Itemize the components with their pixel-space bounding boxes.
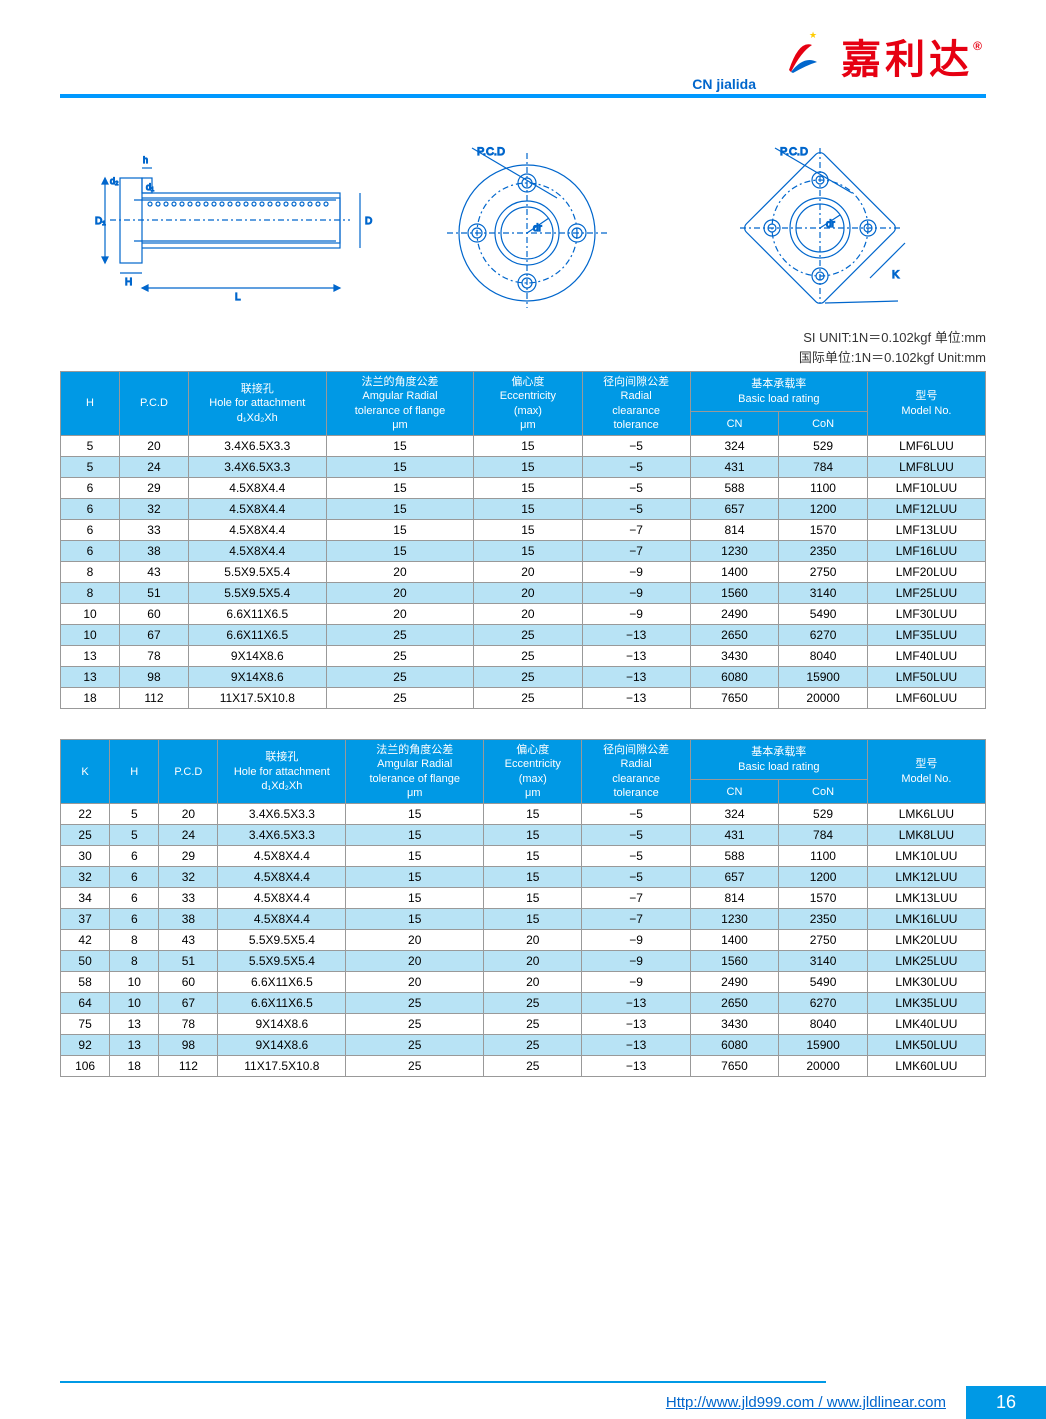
tech-diagrams: D₁ D h d₂ d₁ H L xyxy=(60,138,986,318)
spec-table-lmf: H P.C.D 联接孔Hole for attachmentd₁Xd₂Xh 法兰… xyxy=(60,371,986,709)
brand-chars: 嘉利达 xyxy=(841,38,973,82)
table-row: 6334.5X8X4.41515−78141570LMF13LUU xyxy=(61,520,986,541)
table-row: 6410676.6X11X6.52525−1326506270LMK35LUU xyxy=(61,993,986,1014)
unit-note: SI UNIT:1N＝0.102kgf 单位:mm 国际单位:1N＝0.102k… xyxy=(60,328,986,367)
table-row: 1061811211X17.5X10.82525−13765020000LMK6… xyxy=(61,1056,986,1077)
diagram-round-flange: P.C.D dr xyxy=(380,143,673,313)
svg-text:P.C.D: P.C.D xyxy=(477,146,505,158)
table-row: 6324.5X8X4.41515−56571200LMF12LUU xyxy=(61,499,986,520)
reg-mark: ® xyxy=(973,39,986,53)
logo-icon: ★ xyxy=(779,30,829,80)
table-row: 5203.4X6.5X3.31515−5324529LMF6LUU xyxy=(61,436,986,457)
table-row: 7513789X14X8.62525−1334308040LMK40LUU xyxy=(61,1014,986,1035)
table-row: 5243.4X6.5X3.31515−5431784LMF8LUU xyxy=(61,457,986,478)
svg-text:d₁: d₁ xyxy=(146,182,154,192)
table-row: 376384.5X8X4.41515−712302350LMK16LUU xyxy=(61,909,986,930)
svg-text:H: H xyxy=(125,277,132,288)
svg-text:dr: dr xyxy=(826,219,836,230)
svg-text:dr: dr xyxy=(533,223,543,234)
svg-text:★: ★ xyxy=(809,30,817,40)
svg-text:h: h xyxy=(143,155,148,165)
table-row: 8515.5X9.5X5.42020−915603140LMF25LUU xyxy=(61,583,986,604)
table-row: 326324.5X8X4.41515−56571200LMK12LUU xyxy=(61,867,986,888)
footer-url[interactable]: Http://www.jld999.com / www.jldlinear.co… xyxy=(666,1394,946,1411)
page-footer: Http://www.jld999.com / www.jldlinear.co… xyxy=(0,1386,1046,1419)
table-row: 508515.5X9.5X5.42020−915603140LMK25LUU xyxy=(61,951,986,972)
table-row: 6384.5X8X4.41515−712302350LMF16LUU xyxy=(61,541,986,562)
table-row: 10676.6X11X6.52525−1326506270LMF35LUU xyxy=(61,625,986,646)
brand-sub: CN jialida xyxy=(692,76,756,92)
svg-text:D: D xyxy=(365,216,372,227)
spec-table-lmk: K H P.C.D 联接孔Hole for attachmentd₁Xd₂Xh … xyxy=(60,739,986,1077)
t2-body: 225203.4X6.5X3.31515−5324529LMK6LUU25524… xyxy=(61,804,986,1077)
svg-text:K: K xyxy=(892,269,900,281)
svg-text:P.C.D: P.C.D xyxy=(780,146,808,158)
table-row: 13789X14X8.62525−1334308040LMF40LUU xyxy=(61,646,986,667)
table-row: 9213989X14X8.62525−13608015900LMK50LUU xyxy=(61,1035,986,1056)
t1-head: H P.C.D 联接孔Hole for attachmentd₁Xd₂Xh 法兰… xyxy=(61,372,986,436)
table-row: 5810606.6X11X6.52020−924905490LMK30LUU xyxy=(61,972,986,993)
svg-text:D₁: D₁ xyxy=(95,216,106,227)
table-row: 13989X14X8.62525−13608015900LMF50LUU xyxy=(61,667,986,688)
header-rule xyxy=(60,94,986,98)
diagram-square-flange: P.C.D dr K xyxy=(673,143,966,313)
table-row: 8435.5X9.5X5.42020−914002750LMF20LUU xyxy=(61,562,986,583)
t2-head: K H P.C.D 联接孔Hole for attachmentd₁Xd₂Xh … xyxy=(61,740,986,804)
diagram-side-view: D₁ D h d₂ d₁ H L xyxy=(80,148,380,308)
table-row: 1811211X17.5X10.82525−13765020000LMF60LU… xyxy=(61,688,986,709)
page-number: 16 xyxy=(966,1386,1046,1419)
table-row: 10606.6X11X6.52020−924905490LMF30LUU xyxy=(61,604,986,625)
table-row: 428435.5X9.5X5.42020−914002750LMK20LUU xyxy=(61,930,986,951)
svg-text:d₂: d₂ xyxy=(110,176,119,186)
table-row: 346334.5X8X4.41515−78141570LMK13LUU xyxy=(61,888,986,909)
footer-rule xyxy=(60,1381,826,1383)
brand-header: ★ 嘉利达® xyxy=(60,30,986,80)
table-row: 225203.4X6.5X3.31515−5324529LMK6LUU xyxy=(61,804,986,825)
t1-body: 5203.4X6.5X3.31515−5324529LMF6LUU5243.4X… xyxy=(61,436,986,709)
table-row: 306294.5X8X4.41515−55881100LMK10LUU xyxy=(61,846,986,867)
table-row: 6294.5X8X4.41515−55881100LMF10LUU xyxy=(61,478,986,499)
table-row: 255243.4X6.5X3.31515−5431784LMK8LUU xyxy=(61,825,986,846)
svg-text:L: L xyxy=(235,292,241,303)
